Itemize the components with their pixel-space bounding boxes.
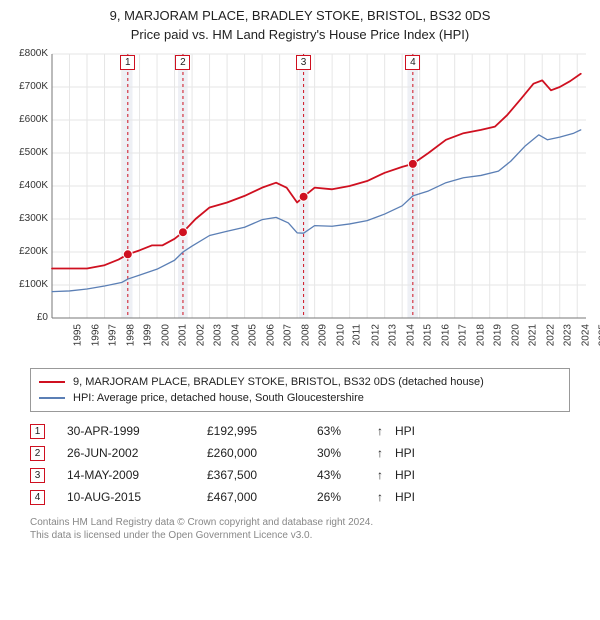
transaction-marker: 4 [30,490,45,505]
transaction-date: 10-AUG-2015 [67,490,207,504]
transaction-suffix: HPI [395,468,415,482]
x-axis-label: 2017 [457,324,468,346]
chart-marker-4: 4 [405,55,420,70]
x-axis-label: 2002 [195,324,206,346]
footer-line-1: Contains HM Land Registry data © Crown c… [30,516,590,529]
transaction-marker: 1 [30,424,45,439]
transaction-date: 30-APR-1999 [67,424,207,438]
y-axis-label: £500K [10,147,48,158]
transaction-row: 1 30-APR-1999£192,99563%↑HPI [30,420,590,442]
x-axis-label: 2014 [405,324,416,346]
chart: £0 £100K £200K £300K £400K £500K £600K £700K £80… [10,48,590,358]
transaction-price: £192,995 [207,424,317,438]
x-axis-label: 2024 [580,324,591,346]
x-axis-label: 2020 [510,324,521,346]
transaction-row: 2 26-JUN-2002£260,00030%↑HPI [30,442,590,464]
up-arrow-icon: ↑ [377,446,395,460]
title-block: 9, MARJORAM PLACE, BRADLEY STOKE, BRISTO… [10,8,590,48]
title-main: 9, MARJORAM PLACE, BRADLEY STOKE, BRISTO… [10,8,590,23]
transaction-marker: 2 [30,446,45,461]
y-axis-label: £0 [10,312,48,323]
chart-marker-3: 3 [296,55,311,70]
x-axis-label: 1995 [72,324,83,346]
y-axis-label: £200K [10,246,48,257]
x-axis-label: 2023 [562,324,573,346]
up-arrow-icon: ↑ [377,468,395,482]
x-axis-label: 2015 [422,324,433,346]
transaction-pct: 43% [317,468,377,482]
chart-marker-2: 2 [175,55,190,70]
legend-item: 9, MARJORAM PLACE, BRADLEY STOKE, BRISTO… [39,374,561,390]
transactions-table: 130-APR-1999£192,99563%↑HPI226-JUN-2002£… [30,420,590,508]
transaction-suffix: HPI [395,446,415,460]
up-arrow-icon: ↑ [377,490,395,504]
x-axis-label: 2018 [475,324,486,346]
transaction-row: 4 10-AUG-2015£467,00026%↑HPI [30,486,590,508]
x-axis-label: 1999 [142,324,153,346]
x-axis-label: 1996 [90,324,101,346]
up-arrow-icon: ↑ [377,424,395,438]
transaction-pct: 30% [317,446,377,460]
chart-svg [10,48,590,358]
legend-swatch [39,397,65,399]
transaction-price: £260,000 [207,446,317,460]
title-sub: Price paid vs. HM Land Registry's House … [10,27,590,42]
x-axis-label: 2001 [177,324,188,346]
x-axis-label: 2000 [160,324,171,346]
transaction-price: £367,500 [207,468,317,482]
x-axis-label: 2009 [317,324,328,346]
y-axis-label: £400K [10,180,48,191]
legend: 9, MARJORAM PLACE, BRADLEY STOKE, BRISTO… [30,368,570,412]
y-axis-label: £600K [10,114,48,125]
x-axis-label: 2008 [300,324,311,346]
x-axis-label: 2010 [335,324,346,346]
x-axis-label: 2007 [282,324,293,346]
page-root: 9, MARJORAM PLACE, BRADLEY STOKE, BRISTO… [0,0,600,620]
transaction-pct: 63% [317,424,377,438]
y-axis-label: £100K [10,279,48,290]
transaction-marker: 3 [30,468,45,483]
transaction-suffix: HPI [395,490,415,504]
x-axis-label: 2013 [387,324,398,346]
x-axis-label: 2012 [370,324,381,346]
x-axis-label: 2003 [212,324,223,346]
x-axis-label: 2022 [545,324,556,346]
transaction-pct: 26% [317,490,377,504]
x-axis-label: 2006 [265,324,276,346]
transaction-date: 14-MAY-2009 [67,468,207,482]
x-axis-label: 1997 [107,324,118,346]
transaction-row: 3 14-MAY-2009£367,50043%↑HPI [30,464,590,486]
transaction-price: £467,000 [207,490,317,504]
transaction-suffix: HPI [395,424,415,438]
legend-swatch [39,381,65,383]
x-axis-label: 2005 [247,324,258,346]
y-axis-label: £700K [10,81,48,92]
x-axis-label: 2021 [527,324,538,346]
x-axis-label: 2016 [440,324,451,346]
legend-label: HPI: Average price, detached house, Sout… [73,392,364,404]
legend-label: 9, MARJORAM PLACE, BRADLEY STOKE, BRISTO… [73,376,484,388]
legend-item: HPI: Average price, detached house, Sout… [39,390,561,406]
transaction-date: 26-JUN-2002 [67,446,207,460]
x-axis-label: 2011 [352,324,363,346]
x-axis-label: 2004 [230,324,241,346]
x-axis-label: 2019 [492,324,503,346]
x-axis-label: 1998 [125,324,136,346]
y-axis-label: £800K [10,48,48,59]
chart-marker-1: 1 [120,55,135,70]
footer-line-2: This data is licensed under the Open Gov… [30,529,590,542]
y-axis-label: £300K [10,213,48,224]
footer: Contains HM Land Registry data © Crown c… [30,516,590,542]
